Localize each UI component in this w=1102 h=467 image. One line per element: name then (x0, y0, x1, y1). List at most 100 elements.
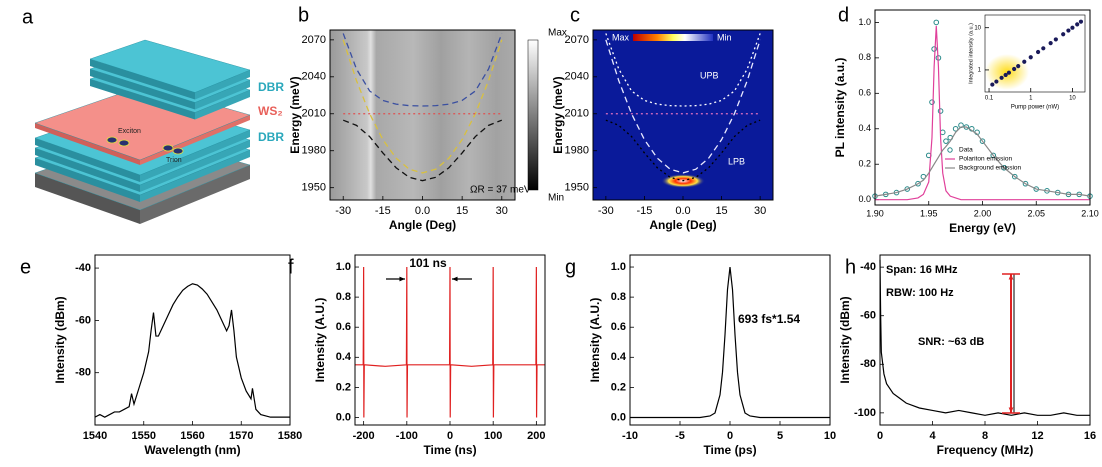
data-point (1048, 40, 1053, 46)
x-tick-label: 2.05 (1027, 208, 1045, 218)
legend-marker (947, 147, 953, 153)
y-tick-label: 0.0 (611, 411, 626, 423)
chart: -30 -15 0.0 15 30 1950 1980 2010 2040 2070 Angle (… (551, 4, 774, 232)
y-tick-label: 0.2 (336, 381, 351, 393)
x-tick-label: 1.90 (866, 208, 884, 218)
data-point (937, 108, 944, 114)
x-tick-label: 1.95 (920, 208, 938, 218)
data-point (1001, 164, 1007, 171)
y-tick-label: 1.0 (336, 261, 351, 273)
y-axis-label: PL intensity (a.u.) (833, 58, 847, 158)
axes-frame (354, 254, 546, 426)
annotation: 693 fs*1.54 (738, 312, 800, 326)
y-tick-label: 2010 (565, 108, 589, 120)
layer-side (140, 115, 250, 165)
data-point (931, 46, 937, 52)
axes-frame (874, 9, 1091, 206)
annotation: ΩR = 37 meV (470, 185, 531, 196)
layer-side (35, 138, 140, 182)
x-tick-label: -5 (675, 430, 685, 442)
data-point (990, 152, 997, 159)
data-point (1003, 72, 1008, 78)
particle-label: Trion (166, 157, 182, 164)
panel-label: h (845, 256, 856, 278)
layer-side (140, 150, 250, 202)
data-point (1016, 64, 1021, 69)
y-tick-label: 2040 (302, 71, 326, 83)
arrow-head (399, 276, 405, 282)
x-tick-label: 0 (727, 430, 733, 442)
layer-side (35, 158, 140, 202)
x-tick-label: -30 (335, 205, 351, 217)
y-tick-label: 0.8 (858, 52, 871, 62)
heatmap (330, 30, 515, 200)
data-point (1078, 19, 1084, 24)
data-point (933, 19, 940, 26)
colorbar-label: Min (717, 32, 732, 42)
y-tick-label: -60 (860, 310, 876, 322)
x-tick-label: -15 (636, 205, 652, 217)
data-line (342, 33, 503, 107)
data-point (994, 79, 999, 84)
panel-label: f (288, 256, 294, 278)
chart: 0 4 8 12 16 -40 -60 -80 -100 Frequency (MHz) Inten… (838, 254, 1096, 457)
x-tick-label: 1 (1029, 96, 1033, 102)
y-axis-label: Energy (meV) (551, 76, 565, 153)
y-tick-label: 0.0 (336, 411, 351, 423)
x-tick-label: -30 (598, 205, 614, 217)
x-tick-label: 1560 (180, 430, 204, 442)
x-tick-label: 0 (877, 430, 883, 442)
data-point (1053, 37, 1058, 42)
x-tick-label: 1540 (83, 430, 107, 442)
x-axis-label: Pump power (nW) (1011, 105, 1059, 111)
data-line (630, 266, 830, 419)
y-axis-label: Intensity (dBm) (53, 296, 67, 383)
chart: -10 -5 0 5 10 0.0 0.2 0.4 0.6 0.8 1.0 Time (ps) Inte… (565, 254, 836, 457)
data-point (943, 138, 949, 144)
panel-label: b (298, 4, 309, 26)
particle (106, 136, 118, 144)
y-axis-label: Integrated intensity (a.u.) (968, 23, 974, 84)
chart: 0.1 1 10 1 10 Pump power (nW) Integrated inten… (968, 14, 1086, 111)
data-point (1035, 49, 1041, 55)
axes-frame (94, 254, 291, 426)
data-point (915, 180, 921, 187)
particle-label: Exciton (118, 128, 141, 135)
data-point (1022, 59, 1027, 64)
y-tick-label: 0.2 (611, 381, 626, 393)
axes-frame (329, 29, 516, 201)
data-point (929, 99, 935, 105)
legend-label: Background emission (959, 165, 1022, 172)
data-point (904, 186, 911, 192)
x-tick-label: 1550 (132, 430, 156, 442)
y-tick-label: -60 (75, 314, 91, 326)
particle (162, 144, 174, 152)
data-point (990, 82, 995, 87)
layer-side (140, 130, 250, 182)
chart: -30 -15 0.0 15 30 1950 1980 2010 2040 2070 Angle (… (288, 4, 567, 232)
data-point (999, 75, 1004, 80)
y-tick-label: 1980 (565, 145, 589, 157)
data-point (1075, 22, 1080, 27)
x-tick-label: 16 (1084, 430, 1096, 442)
data-line (94, 283, 290, 418)
x-tick-label: 2.00 (974, 208, 992, 218)
particle (118, 139, 130, 147)
panel-label: e (20, 256, 31, 278)
y-tick-label: 1.0 (611, 261, 626, 273)
y-tick-label: -80 (75, 367, 91, 379)
axes-frame (592, 29, 774, 201)
layer-side (195, 70, 250, 100)
y-tick-label: 2070 (565, 34, 589, 46)
data-point (1022, 180, 1029, 187)
annotation: UPB (700, 70, 719, 80)
x-tick-label: 0.1 (985, 96, 994, 102)
y-tick-label: 0.8 (611, 291, 626, 303)
y-tick-label: 0.6 (611, 321, 626, 333)
annotation: 101 ns (409, 256, 447, 270)
y-tick-label: -40 (860, 261, 876, 273)
layer-label: DBR (258, 130, 284, 144)
layer-side (90, 79, 195, 120)
data-point (1066, 28, 1071, 33)
chart: -200 -100 0 100 200 0.0 0.2 0.4 0.6 0.8 1.0 Time (n… (288, 254, 546, 457)
